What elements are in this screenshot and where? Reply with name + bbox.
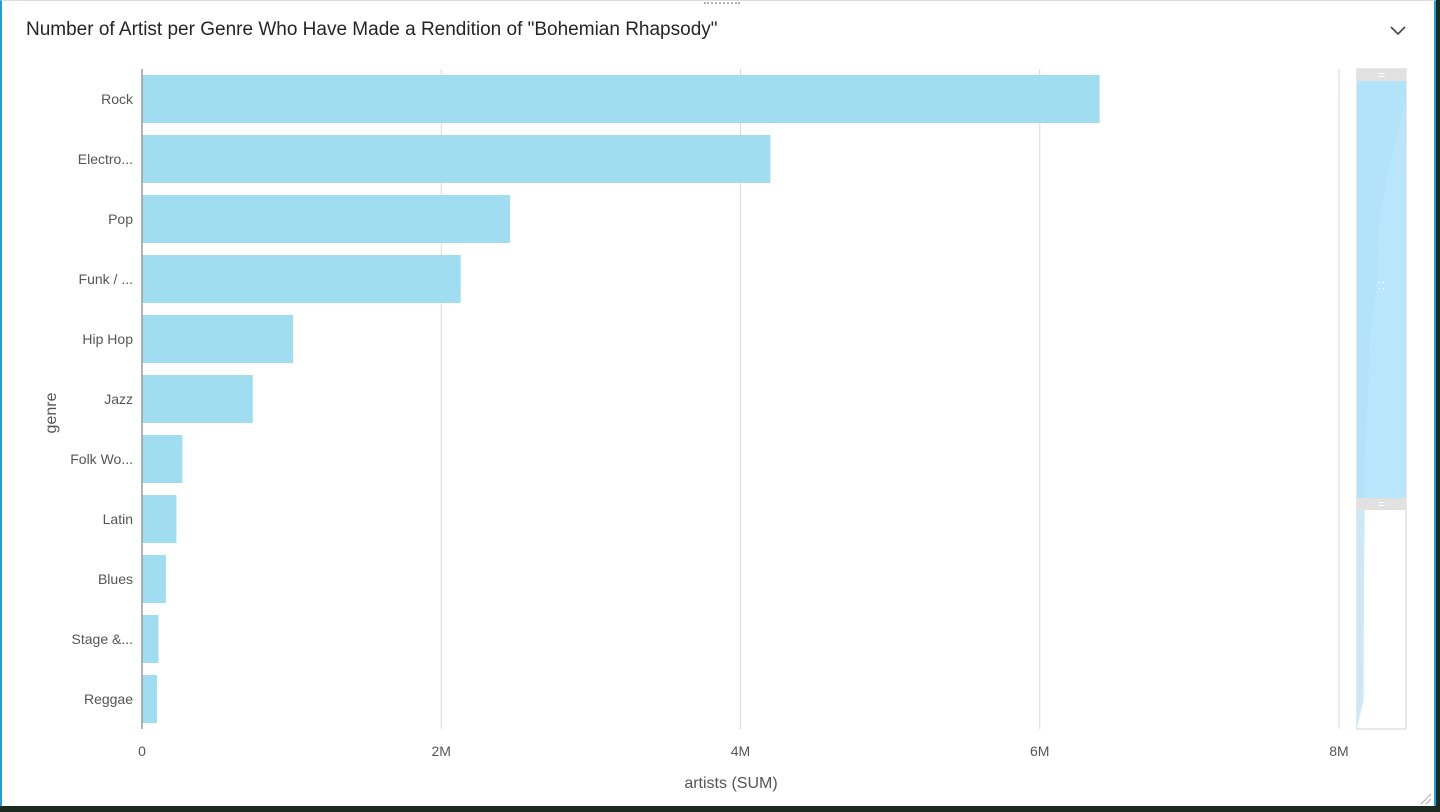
y-axis-label: genre [43,392,60,433]
bar[interactable] [142,375,253,423]
collapse-button[interactable] [1386,19,1410,43]
x-tick-label: 0 [138,743,146,759]
x-tick-label: 6M [1030,743,1049,759]
y-tick-label: Rock [101,91,134,107]
y-tick-label: Folk Wo... [70,451,133,467]
chevron-down-icon [1390,26,1406,36]
bar[interactable] [142,615,159,663]
bar[interactable] [142,675,157,723]
navigator-top-handle[interactable] [1357,69,1406,81]
x-axis-label: artists (SUM) [684,775,777,792]
y-tick-label: Blues [98,571,133,587]
navigator[interactable] [1356,68,1407,730]
y-tick-label: Funk / ... [79,271,133,287]
drag-dots-icon [1382,281,1385,284]
bar[interactable] [142,255,461,303]
navigator-bottom-handle[interactable] [1357,498,1406,510]
navigator-window[interactable] [1357,69,1406,498]
axes: 0 2M 4M 6M 8M Rock Electro... Pop Funk / ... Hip … [70,69,1349,759]
x-tick-label: 8M [1329,743,1348,759]
y-tick-label: Hip Hop [82,331,133,347]
x-tick-label: 2M [432,743,451,759]
bar[interactable] [142,555,166,603]
chart-title: Number of Artist per Genre Who Have Made… [26,19,718,40]
bar[interactable] [142,315,294,363]
y-tick-label: Reggae [84,691,133,707]
drag-dots-icon [1378,281,1381,284]
y-tick-label: Jazz [104,391,133,407]
y-tick-label: Stage &... [72,631,133,647]
bar[interactable] [142,195,511,243]
bar[interactable] [142,435,183,483]
bars [142,75,1100,723]
drag-dots-icon [1378,287,1381,290]
drag-grip-handle[interactable] [704,2,740,8]
y-tick-label: Pop [108,211,133,227]
bar[interactable] [142,495,177,543]
drag-dots-icon [1382,287,1385,290]
bar[interactable] [142,75,1100,123]
x-tick-label: 4M [731,743,750,759]
y-tick-label: Electro... [78,151,133,167]
y-tick-label: Latin [103,511,133,527]
bar[interactable] [142,135,771,183]
resize-handle-icon[interactable] [1418,791,1432,805]
